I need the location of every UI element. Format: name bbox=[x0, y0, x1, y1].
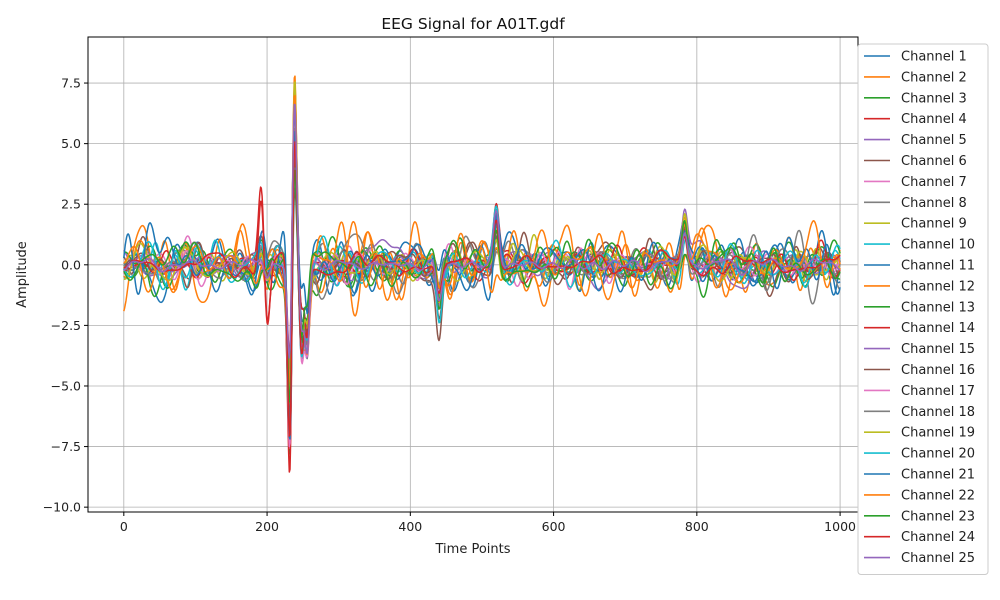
x-tick-label: 200 bbox=[255, 519, 279, 534]
legend-label: Channel 22 bbox=[901, 488, 975, 503]
axis-ticks: 0 200 400 600 800 1000 −10.0 −7.5 −5.0 −2.5 0.0 2.5… bbox=[43, 76, 856, 534]
series-line-21 bbox=[123, 131, 841, 440]
legend-label: Channel 8 bbox=[901, 196, 967, 211]
legend-label: Channel 25 bbox=[901, 551, 975, 566]
legend-label: Channel 10 bbox=[901, 238, 975, 253]
y-tick-label: −2.5 bbox=[51, 318, 81, 333]
y-tick-label: −7.5 bbox=[51, 439, 81, 454]
legend-label: Channel 14 bbox=[901, 321, 975, 336]
y-tick-label: −10.0 bbox=[43, 500, 81, 515]
legend-label: Channel 9 bbox=[901, 217, 967, 232]
legend-label: Channel 19 bbox=[901, 426, 975, 441]
legend-label: Channel 12 bbox=[901, 279, 975, 294]
chart-title: EEG Signal for A01T.gdf bbox=[381, 15, 565, 33]
legend-label: Channel 7 bbox=[901, 175, 967, 190]
series-line-24 bbox=[123, 141, 841, 437]
legend-label: Channel 15 bbox=[901, 342, 975, 357]
legend-label: Channel 17 bbox=[901, 384, 975, 399]
series-line-22 bbox=[123, 94, 841, 385]
legend: Channel 1 Channel 2 Channel 3 Channel 4 Chan… bbox=[857, 43, 989, 575]
x-tick-label: 400 bbox=[398, 519, 422, 534]
legend-label: Channel 4 bbox=[901, 112, 967, 127]
x-axis-label: Time Points bbox=[435, 542, 511, 557]
legend-label: Channel 6 bbox=[901, 154, 967, 169]
plot-area bbox=[123, 75, 841, 473]
legend-label: Channel 16 bbox=[901, 363, 975, 378]
y-axis-label: Amplitude bbox=[15, 241, 30, 308]
legend-label: Channel 18 bbox=[901, 405, 975, 420]
legend-label: Channel 23 bbox=[901, 509, 975, 524]
series-line-25 bbox=[123, 103, 841, 359]
legend-label: Channel 11 bbox=[901, 259, 975, 274]
legend-label: Channel 13 bbox=[901, 300, 975, 315]
x-tick-label: 800 bbox=[685, 519, 709, 534]
legend-label: Channel 1 bbox=[901, 50, 967, 65]
y-tick-label: 0.0 bbox=[61, 257, 81, 272]
y-tick-label: 5.0 bbox=[61, 136, 81, 151]
legend-label: Channel 21 bbox=[901, 468, 975, 483]
legend-label: Channel 3 bbox=[901, 91, 967, 106]
legend-label: Channel 20 bbox=[901, 447, 975, 462]
legend-box bbox=[857, 43, 989, 575]
y-tick-label: −5.0 bbox=[51, 378, 81, 393]
series-line-23 bbox=[123, 169, 841, 403]
x-tick-label: 0 bbox=[120, 519, 128, 534]
legend-label: Channel 5 bbox=[901, 133, 967, 148]
legend-label: Channel 24 bbox=[901, 530, 975, 545]
x-tick-label: 1000 bbox=[824, 519, 856, 534]
legend-label: Channel 2 bbox=[901, 70, 967, 85]
y-tick-label: 7.5 bbox=[61, 76, 81, 91]
x-tick-label: 600 bbox=[542, 519, 566, 534]
y-tick-label: 2.5 bbox=[61, 197, 81, 212]
series-line-18 bbox=[123, 127, 841, 370]
